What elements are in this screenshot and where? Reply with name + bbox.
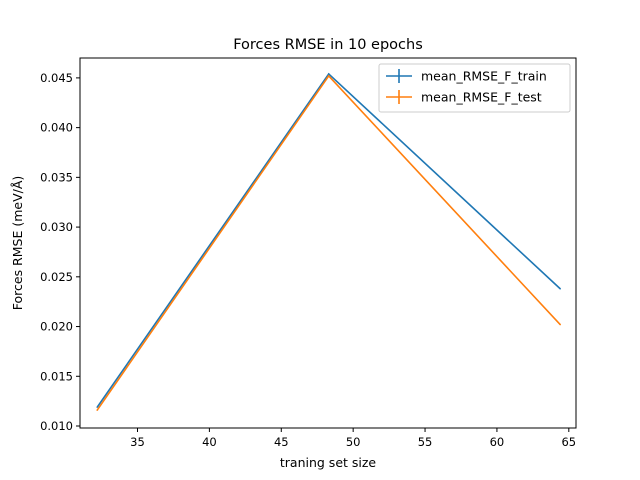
y-tick-label: 0.035 — [40, 170, 73, 184]
y-tick-label: 0.015 — [40, 369, 73, 383]
y-tick-label: 0.040 — [40, 121, 73, 135]
x-tick-label: 45 — [274, 435, 289, 449]
x-tick-label: 40 — [202, 435, 217, 449]
legend: mean_RMSE_F_train mean_RMSE_F_test — [378, 63, 571, 113]
y-tick-label: 0.025 — [40, 270, 73, 284]
y-tick-label: 0.020 — [40, 320, 73, 334]
legend-box — [378, 63, 571, 113]
series-line-train — [96, 72, 561, 408]
legend-entry-label: mean_RMSE_F_test — [421, 90, 542, 105]
plot-area-frame — [79, 57, 577, 429]
axis-ticks: 35 40 45 50 55 60 65 0.010 0.015 0.020 0.025 0.030 0… — [40, 71, 576, 449]
chart-title: Forces RMSE in 10 epochs — [233, 37, 423, 53]
y-tick-label: 0.010 — [40, 419, 73, 433]
data-point — [559, 287, 561, 290]
data-point — [327, 75, 330, 77]
x-axis-label: traning set size — [280, 455, 377, 470]
y-axis-label: Forces RMSE (meV/Å) — [10, 176, 25, 311]
x-tick-label: 35 — [130, 435, 145, 449]
x-tick-label: 65 — [561, 435, 576, 449]
legend-entry-label: mean_RMSE_F_train — [421, 69, 547, 84]
x-tick-label: 60 — [490, 435, 505, 449]
x-tick-label: 50 — [346, 435, 361, 449]
y-tick-label: 0.030 — [40, 220, 73, 234]
data-point — [96, 409, 99, 411]
x-tick-label: 55 — [418, 435, 433, 449]
data-point — [559, 323, 561, 326]
data-point — [327, 73, 330, 75]
series-line-test — [96, 74, 561, 411]
y-tick-label: 0.045 — [40, 71, 73, 85]
series-layer — [96, 72, 561, 411]
data-point — [96, 406, 99, 408]
